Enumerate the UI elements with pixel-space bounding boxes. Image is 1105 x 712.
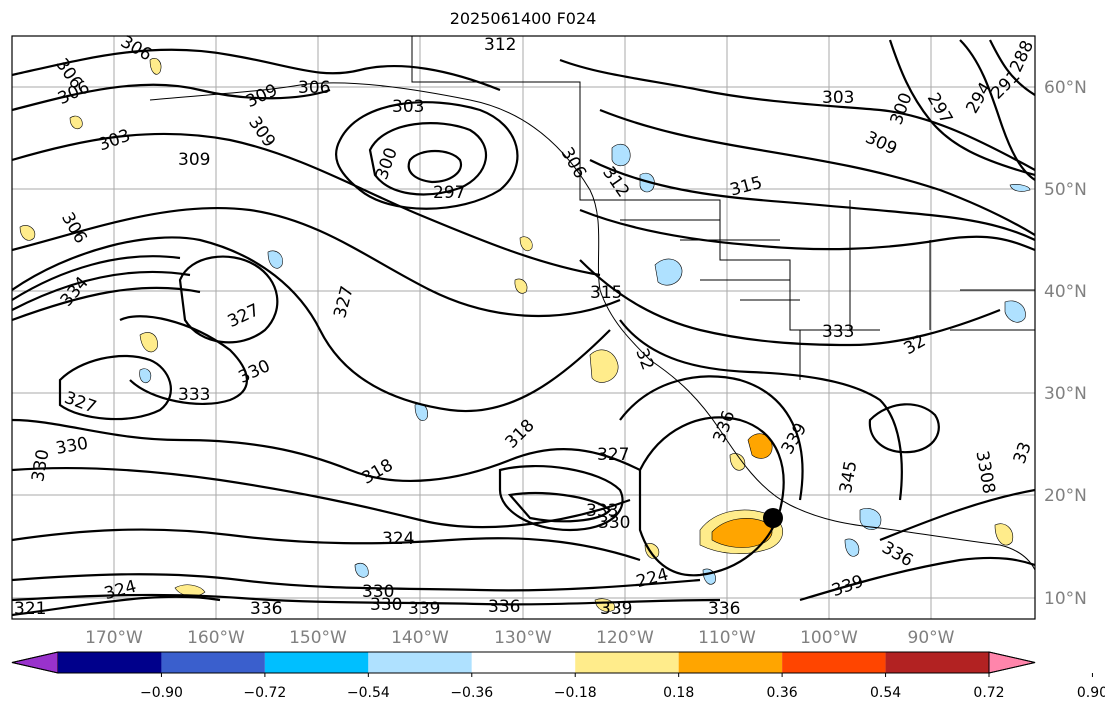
- contour-label: 330: [598, 513, 630, 533]
- lat-label: 50°N: [1044, 180, 1087, 200]
- longitude-labels: 170°W 160°W 150°W 140°W 130°W 120°W 110°…: [85, 628, 955, 648]
- contour-label: 333: [178, 385, 210, 405]
- contour-label: 333: [822, 322, 854, 342]
- lon-label: 90°W: [908, 628, 955, 648]
- colorbar-segment: [678, 652, 783, 673]
- contour-label: 303: [392, 97, 424, 117]
- contour-label: 297: [433, 183, 465, 203]
- coastline: [149, 36, 1035, 571]
- colorbar-segment: [885, 652, 989, 673]
- map-title: 2025061400 F024: [449, 9, 597, 28]
- height-contours: [12, 39, 1035, 617]
- colorbar-segment: [368, 652, 472, 673]
- colorbar-tick-label: −0.90: [140, 685, 183, 701]
- storm-center-marker: [763, 508, 783, 528]
- contour-label: 324: [382, 529, 414, 549]
- lat-label: 20°N: [1044, 486, 1087, 506]
- colorbar-ticks: −0.90 −0.72 −0.54 −0.36 −0.18 0.18 0.36 0.54 0.7…: [140, 673, 1105, 701]
- colorbar-tick-label: 0.72: [973, 685, 1004, 701]
- lat-label: 40°N: [1044, 282, 1087, 302]
- colorbar-tick-label: 0.36: [767, 685, 798, 701]
- colorbar-segment: [161, 652, 265, 673]
- contour-label: 336: [250, 599, 282, 619]
- colorbar-tick-label: −0.54: [347, 685, 390, 701]
- colorbar-frame: [11, 651, 1036, 674]
- map-frame: [11, 35, 1036, 620]
- lat-label: 30°N: [1044, 384, 1087, 404]
- contour-label: 339: [408, 599, 440, 619]
- contour-label: 336: [708, 599, 740, 619]
- colorbar-tick-label: −0.72: [243, 685, 286, 701]
- lat-label: 10°N: [1044, 589, 1087, 609]
- contour-label: 330: [362, 582, 394, 602]
- colorbar-extend-max: [988, 651, 1036, 674]
- lon-label: 140°W: [391, 628, 449, 648]
- lon-label: 130°W: [494, 628, 552, 648]
- colorbar-segment: [264, 652, 369, 673]
- colorbar: [11, 651, 1036, 674]
- contour-label: 312: [484, 35, 516, 55]
- colorbar-tick-label: 0.54: [870, 685, 901, 701]
- contour-label: 321: [14, 599, 46, 619]
- contour-label: 330: [370, 595, 402, 615]
- contour-label: 306: [298, 78, 330, 98]
- contour-label: 339: [600, 599, 632, 619]
- contour-label: 303: [822, 88, 854, 108]
- contour-label: 315: [590, 283, 622, 303]
- contour-label: 333: [586, 501, 618, 521]
- colorbar-tick-label: 0.18: [663, 685, 694, 701]
- lon-label: 110°W: [698, 628, 756, 648]
- colorbar-segment: [782, 652, 886, 673]
- contour-label: 336: [488, 597, 520, 617]
- lon-label: 120°W: [596, 628, 654, 648]
- latitude-labels: 60°N 50°N 40°N 30°N 20°N 10°N: [1044, 78, 1087, 609]
- lon-label: 150°W: [289, 628, 347, 648]
- colorbar-segment: [471, 652, 576, 673]
- colorbar-segment: [58, 652, 162, 673]
- lon-label: 100°W: [800, 628, 858, 648]
- lon-label: 170°W: [85, 628, 143, 648]
- colorbar-tick-label: −0.18: [554, 685, 597, 701]
- colorbar-tick-label: −0.36: [450, 685, 493, 701]
- lat-label: 60°N: [1044, 78, 1087, 98]
- colorbar-extend-min: [11, 651, 59, 674]
- colorbar-tick-label: 0.90: [1077, 685, 1105, 701]
- contour-label: 309: [178, 150, 210, 170]
- contour-label: 327: [597, 445, 629, 465]
- colorbar-segment: [575, 652, 679, 673]
- lon-label: 160°W: [187, 628, 245, 648]
